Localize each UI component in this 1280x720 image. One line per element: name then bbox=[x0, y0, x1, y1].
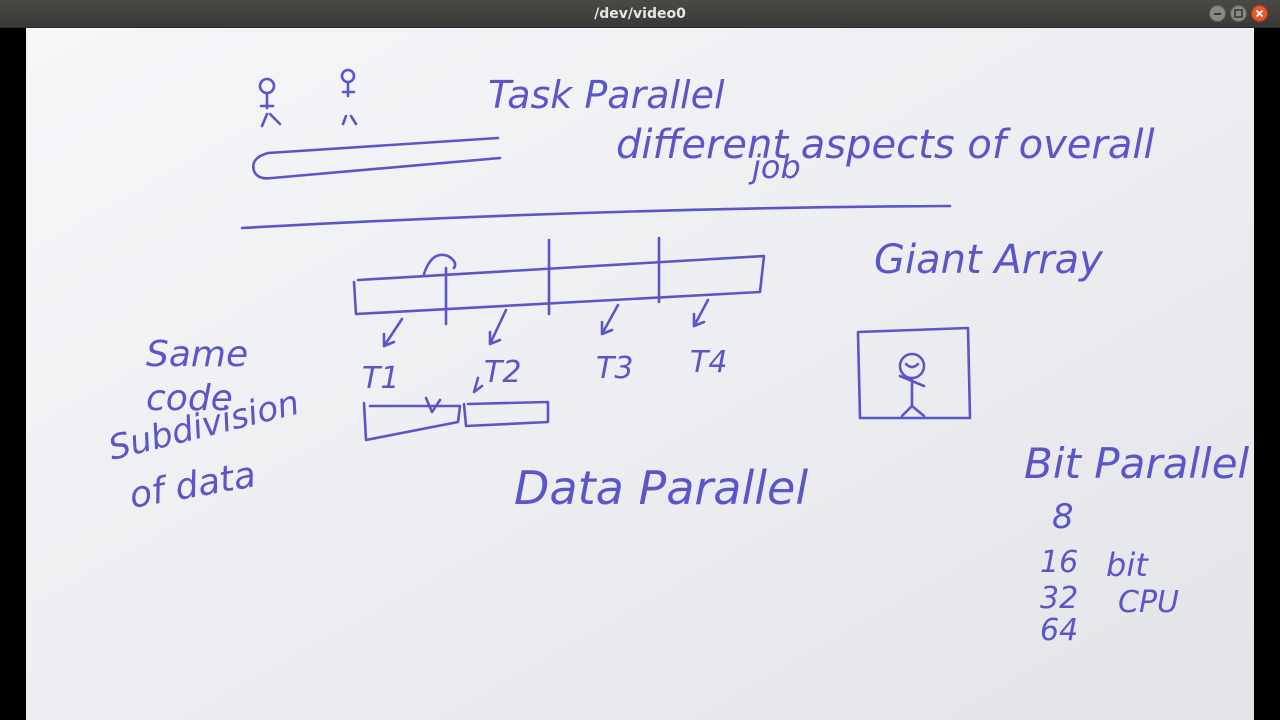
boxed-person-icon bbox=[856, 326, 972, 420]
divider-line bbox=[240, 204, 952, 230]
task-bar-shape bbox=[252, 136, 502, 180]
label-same: Same bbox=[146, 334, 248, 375]
whiteboard-surface bbox=[26, 28, 1254, 720]
label-32: 32 bbox=[1040, 581, 1078, 616]
label-bit: bit bbox=[1106, 546, 1149, 584]
title-bar: /dev/video0 bbox=[0, 0, 1280, 28]
close-icon[interactable] bbox=[1251, 5, 1268, 22]
label-t3: T3 bbox=[596, 351, 633, 386]
stick-figure-icon bbox=[258, 77, 282, 128]
window-controls bbox=[1209, 5, 1268, 23]
label-job: job bbox=[748, 148, 801, 186]
video-frame: Task Parallel different aspects of overa… bbox=[0, 28, 1280, 720]
window-title: /dev/video0 bbox=[594, 6, 686, 22]
label-cpu: CPU bbox=[1118, 585, 1179, 620]
label-data-parallel: Data Parallel bbox=[514, 461, 808, 515]
label-t4: T4 bbox=[690, 345, 727, 380]
label-t2: T2 bbox=[484, 355, 521, 390]
maximize-icon[interactable] bbox=[1230, 5, 1247, 22]
label-16: 16 bbox=[1040, 545, 1078, 580]
label-code: code bbox=[146, 378, 233, 419]
label-t1: T1 bbox=[362, 361, 399, 396]
label-task-parallel: Task Parallel bbox=[488, 73, 725, 117]
label-64: 64 bbox=[1040, 613, 1078, 648]
stick-figure-icon bbox=[340, 68, 358, 126]
minimize-icon[interactable] bbox=[1209, 5, 1226, 22]
label-bit-parallel: Bit Parallel bbox=[1024, 439, 1250, 488]
whiteboard: Task Parallel different aspects of overa… bbox=[26, 28, 1254, 720]
giant-array-shape bbox=[352, 254, 766, 316]
label-different-aspects: different aspects of overall bbox=[616, 122, 1155, 168]
label-8: 8 bbox=[1052, 497, 1074, 537]
label-giant-array: Giant Array bbox=[874, 237, 1104, 283]
